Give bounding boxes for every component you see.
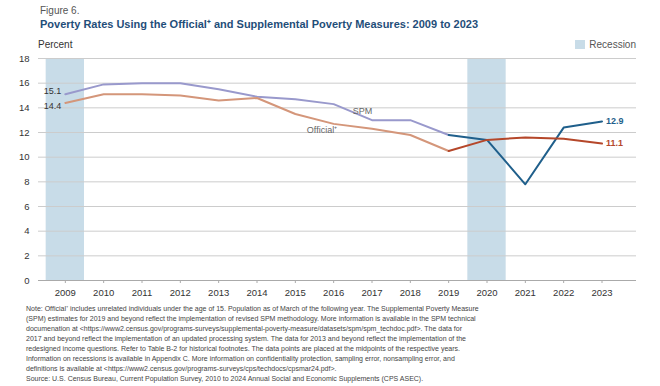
svg-text:12.9: 12.9 [606, 116, 624, 126]
svg-text:2011: 2011 [132, 287, 152, 298]
svg-text:8: 8 [24, 176, 29, 187]
svg-text:14.4: 14.4 [44, 101, 62, 111]
html-text:2017 and beyond reflect the im: 2017 and beyond reflect the implementati… [26, 335, 466, 342]
svg-text:2018: 2018 [400, 287, 421, 298]
html-text:documenation at <https://www2.: documenation at <https://www2.census.gov… [26, 325, 462, 332]
html-text:Note: Official⁺ includes unrel: Note: Official⁺ includes unrelated indiv… [26, 305, 479, 312]
svg-text:4: 4 [24, 225, 29, 236]
svg-text:6: 6 [24, 201, 29, 212]
svg-text:2017: 2017 [361, 287, 382, 298]
svg-text:12: 12 [19, 127, 30, 138]
svg-text:2013: 2013 [208, 287, 229, 298]
svg-text:2009: 2009 [55, 287, 76, 298]
svg-text:15.1: 15.1 [44, 86, 62, 96]
svg-text:2019: 2019 [438, 287, 459, 298]
html-text:Information on recessions is a: Information on recessions is available i… [26, 355, 455, 362]
html-text:redesigned income questions. R: redesigned income questions. Refer to Ta… [26, 345, 460, 352]
html-text:Figure 6.: Figure 6. [40, 5, 80, 16]
svg-text:2010: 2010 [93, 287, 114, 298]
svg-text:0: 0 [24, 275, 29, 286]
svg-text:Official⁺: Official⁺ [307, 125, 337, 135]
svg-text:2016: 2016 [323, 287, 344, 298]
svg-text:10: 10 [19, 151, 30, 162]
svg-text:11.1: 11.1 [606, 138, 623, 148]
svg-text:2012: 2012 [170, 287, 191, 298]
svg-text:2023: 2023 [591, 287, 612, 298]
svg-text:2: 2 [24, 250, 29, 261]
html-text:Source: U.S. Census Bureau, Cu: Source: U.S. Census Bureau, Current Popu… [26, 375, 424, 382]
html-text:Recession: Recession [589, 39, 636, 50]
svg-text:SPM: SPM [353, 106, 373, 116]
svg-text:2022: 2022 [553, 287, 574, 298]
svg-text:2015: 2015 [285, 287, 306, 298]
svg-text:2021: 2021 [515, 287, 536, 298]
html-text:(SPM) estimates for 2019 and b: (SPM) estimates for 2019 and beyond refl… [26, 315, 476, 322]
svg-text:18: 18 [19, 53, 30, 64]
svg-text:2020: 2020 [476, 287, 497, 298]
svg-text:14: 14 [19, 102, 30, 113]
svg-text:2014: 2014 [246, 287, 267, 298]
html-text:Poverty Rates Using the Offici: Poverty Rates Using the Official⁺ and Su… [40, 18, 478, 30]
html-text:Percent: Percent [38, 39, 73, 50]
svg-text:16: 16 [19, 77, 30, 88]
html-text:definitions is available at <h: definitions is available at <https://www… [26, 365, 337, 372]
